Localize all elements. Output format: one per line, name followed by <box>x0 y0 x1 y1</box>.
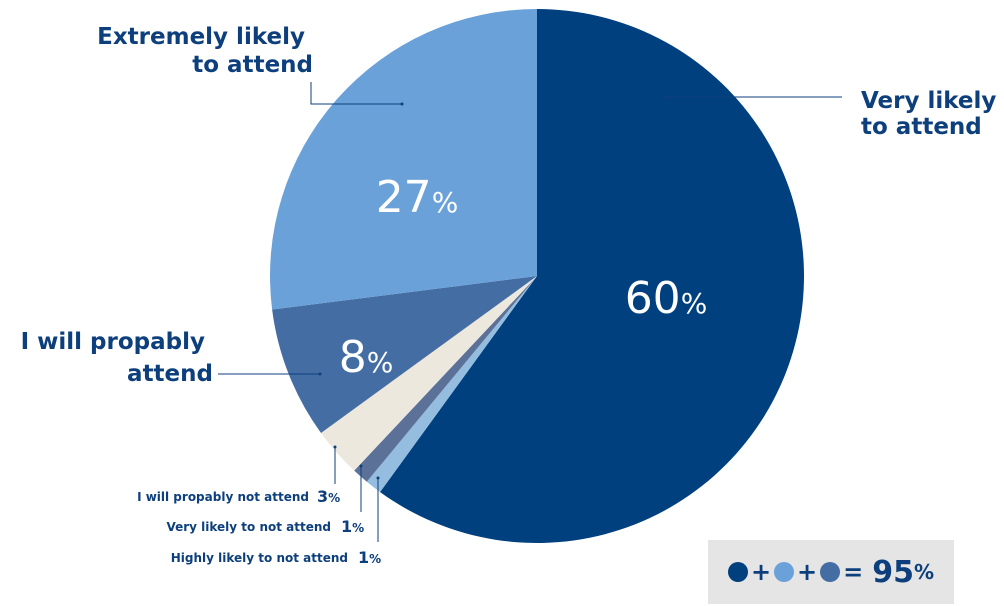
value-very-likely: 60% <box>625 273 708 324</box>
label-highly-likely-not: Highly likely to not attend <box>171 551 348 565</box>
summary-dot-extremely-likely <box>774 562 795 582</box>
value-propably-attend: 8% <box>339 332 394 383</box>
leader-extremely-likely <box>310 82 402 105</box>
summary-total: 95 <box>872 554 915 590</box>
label-extremely-likely-line1: Extremely likely <box>97 24 305 50</box>
pie-slice-extremely-likely-to-attend <box>270 9 537 310</box>
value-propably-attend-percent: % <box>367 346 394 379</box>
value-very-likely-number: 60 <box>625 273 681 324</box>
summary-dot-very-likely <box>727 562 748 582</box>
value-propably-not-number: 3 <box>317 487 328 506</box>
value-propably-not-percent: % <box>328 491 340 505</box>
pie-slices <box>270 9 804 543</box>
pie-slice-very-likely-to-not-attend <box>354 276 537 482</box>
value-extremely-likely-number: 27 <box>376 172 432 223</box>
label-very-likely-not: Very likely to not attend <box>166 520 331 534</box>
leader-dot-very-likely <box>663 95 667 99</box>
leader-dot-propably-not <box>333 445 337 449</box>
value-very-likely-not-percent: % <box>352 521 364 535</box>
value-highly-likely-not: 1% <box>358 548 381 567</box>
label-propably-not: I will propably not attend <box>137 490 309 504</box>
value-very-likely-not-number: 1 <box>341 517 352 536</box>
summary-box: + + = 95% <box>708 540 954 604</box>
leader-dot-very-likely-not <box>359 464 363 468</box>
label-propably-attend-line2: attend <box>127 361 213 387</box>
label-very-likely-line2: to attend <box>861 114 982 140</box>
value-extremely-likely-percent: % <box>432 186 459 219</box>
value-very-likely-percent: % <box>681 287 708 320</box>
label-very-likely-line1: Very likely <box>861 88 996 114</box>
leader-dot-propably-attend <box>318 372 322 376</box>
pie-slice-very-likely-to-attend <box>380 9 804 543</box>
value-propably-attend-number: 8 <box>339 332 367 383</box>
label-propably-attend: I will propably attend <box>21 329 213 387</box>
summary-total-percent: % <box>914 560 935 584</box>
summary-dot-propably-attend <box>820 562 841 582</box>
leader-lines <box>218 82 842 542</box>
value-highly-likely-not-number: 1 <box>358 548 369 567</box>
value-propably-not: 3% <box>317 487 340 506</box>
pie-slice-i-will-propably-attend <box>272 276 537 433</box>
leader-dot-extremely-likely <box>400 102 404 106</box>
pie-slice-i-will-propably-not-attend <box>320 276 537 471</box>
summary-plus-2: + <box>797 558 818 586</box>
label-extremely-likely: Extremely likely to attend <box>97 24 313 78</box>
value-extremely-likely: 27% <box>376 172 459 223</box>
pie-slice-highly-likely-to-not-attend <box>366 276 537 493</box>
value-very-likely-not: 1% <box>341 517 364 536</box>
label-propably-attend-line1: I will propably <box>21 329 205 355</box>
label-extremely-likely-line2: to attend <box>192 52 313 78</box>
summary-plus-1: + <box>750 558 772 586</box>
value-highly-likely-not-percent: % <box>369 552 381 566</box>
summary-equals: = <box>843 558 864 586</box>
leader-dot-highly-likely-not <box>376 476 380 480</box>
label-very-likely: Very likely to attend <box>861 88 1004 140</box>
